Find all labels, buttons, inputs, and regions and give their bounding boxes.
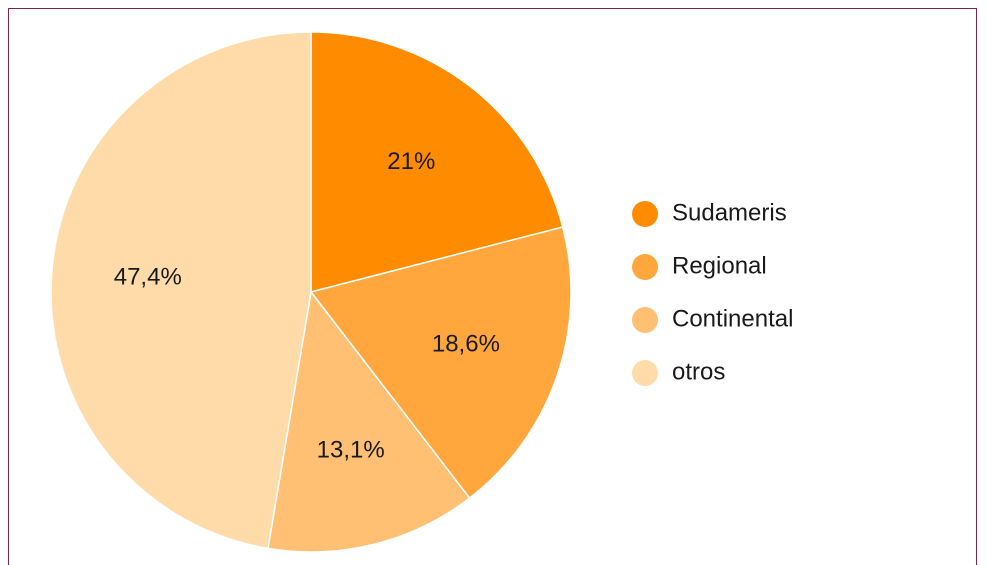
chart-frame — [8, 8, 977, 565]
pie-slice — [309, 226, 572, 500]
data-label: 13,1% — [317, 436, 385, 463]
data-label: 18,6% — [432, 331, 500, 358]
pie-slice — [267, 290, 471, 553]
legend-swatch — [632, 201, 658, 227]
data-label: 47,4% — [114, 264, 182, 291]
pie-slice — [310, 31, 564, 293]
legend-label: otros — [672, 358, 725, 385]
legend-swatch — [632, 360, 658, 386]
pie-slice — [50, 31, 312, 550]
legend-label: Regional — [672, 252, 767, 279]
legend-swatch — [632, 307, 658, 333]
data-label: 21% — [387, 148, 435, 175]
legend-label: Continental — [672, 305, 793, 332]
legend-swatch — [632, 254, 658, 280]
legend-label: Sudameris — [672, 199, 787, 226]
